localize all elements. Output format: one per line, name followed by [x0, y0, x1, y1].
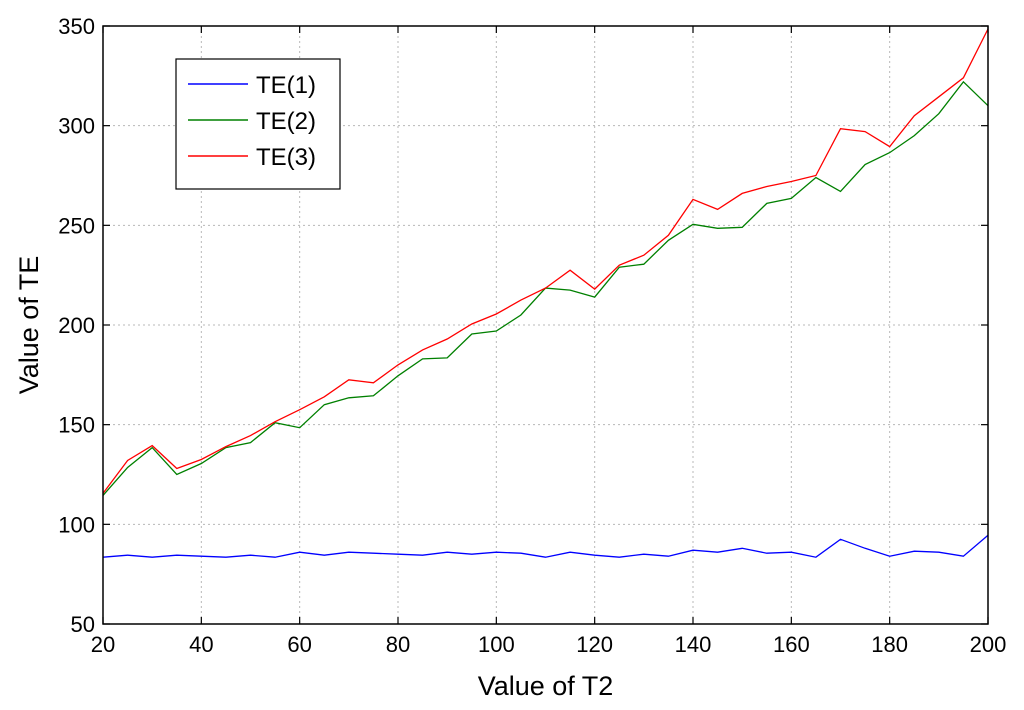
legend-label-2: TE(2)	[256, 108, 316, 135]
x-tick-label: 180	[871, 632, 908, 657]
series-line-1	[102, 534, 989, 558]
x-axis-title: Value of T2	[478, 671, 614, 701]
x-tick-label: 80	[386, 632, 410, 657]
axis-ticks	[102, 25, 989, 625]
legend-label-3: TE(3)	[256, 144, 316, 171]
tick-labels: 20 40 60 80 100 120 140 160 180 200 50 100 150 200 250…	[58, 14, 1006, 657]
y-tick-label: 150	[58, 413, 95, 438]
y-tick-label: 100	[58, 512, 95, 537]
x-tick-label: 20	[91, 632, 115, 657]
x-tick-label: 100	[478, 632, 515, 657]
y-tick-label: 300	[58, 114, 95, 139]
x-tick-label: 140	[675, 632, 712, 657]
legend-label-1: TE(1)	[256, 72, 316, 99]
legend: TE(1) TE(2) TE(3)	[175, 58, 341, 190]
x-tick-label: 120	[576, 632, 613, 657]
y-axis-title: Value of TE	[14, 256, 44, 395]
x-tick-label: 160	[773, 632, 810, 657]
x-tick-label: 200	[970, 632, 1007, 657]
y-tick-label: 200	[58, 313, 95, 338]
legend-box	[175, 58, 341, 190]
y-tick-label: 350	[58, 14, 95, 39]
series-layer	[102, 28, 989, 558]
series-line-3	[102, 28, 989, 494]
y-tick-label: 50	[71, 612, 95, 637]
x-tick-label: 60	[287, 632, 311, 657]
legend-items: TE(1) TE(2) TE(3)	[188, 72, 316, 171]
x-tick-label: 40	[189, 632, 213, 657]
y-tick-label: 250	[58, 213, 95, 238]
